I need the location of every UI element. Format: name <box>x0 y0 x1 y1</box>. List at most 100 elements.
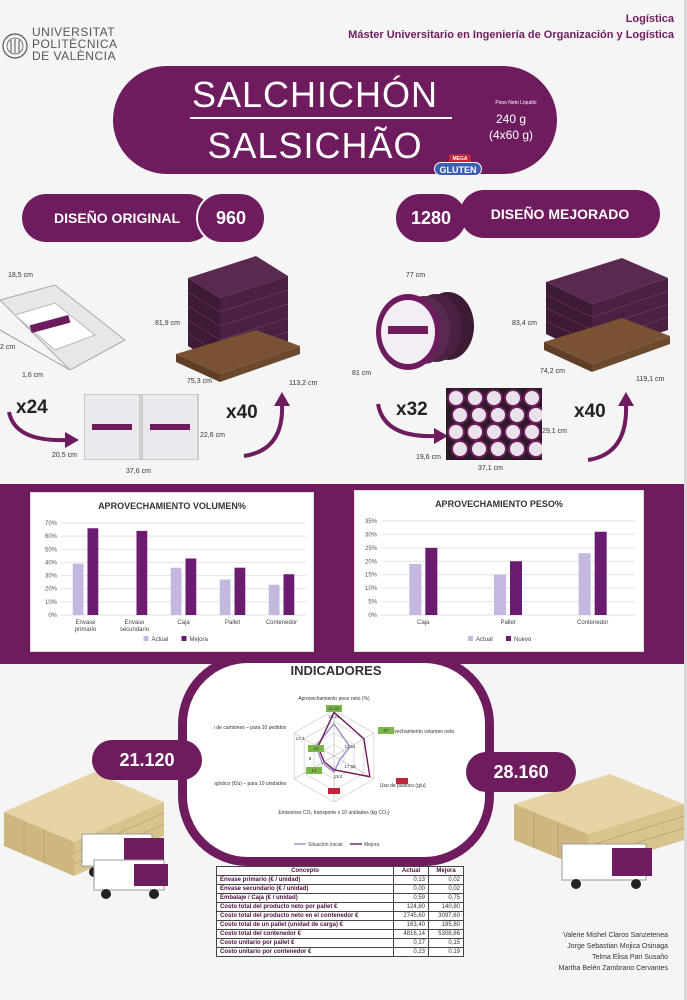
weight-chart-title: APROVECHAMIENTO PESO% <box>435 499 563 509</box>
original-pallet-depth: 113,2 cm <box>289 380 318 387</box>
package-disc <box>485 389 503 407</box>
y-tick-label: 0% <box>368 613 377 619</box>
y-tick-label: 50% <box>45 547 58 553</box>
gluten-badge: GLUTEN <box>434 162 482 176</box>
package-disc <box>508 440 526 458</box>
table-cell-concept: Costo total del contenedor € <box>215 929 395 939</box>
radar-chart: Aprovechamiento peso neto (%) Aprovechami… <box>214 696 454 848</box>
value-highlight <box>308 745 324 752</box>
table-row: Embalaje / Caja (€ / unidad) 0,59 0,75 <box>215 893 464 903</box>
original-pack-height: 2 cm <box>0 344 16 351</box>
radar-value-label: 27 <box>383 728 389 733</box>
table-cell-improved: 0,15 <box>428 938 464 948</box>
value-highlight <box>306 767 322 774</box>
table-cell-concept: Costo total de un pallet (unidad de carg… <box>215 920 395 930</box>
right-trucks-image <box>514 774 684 894</box>
table-cell-improved: 0,75 <box>428 893 464 903</box>
package-disc <box>527 440 545 458</box>
radar-axis-label: Costo logístico (€/u) – para 10 unidades <box>214 781 287 787</box>
university-line-3: DE VALÈNCIA <box>32 49 116 63</box>
original-units-pill: 960 <box>196 192 266 244</box>
improved-design-pill: DISEÑO MEJORADO <box>460 190 660 238</box>
value-highlight <box>378 727 394 734</box>
table-row: Costo unitario por contenedor €0,23 0,19 <box>215 947 464 957</box>
weight-chart-panel: APROVECHAMIENTO PESO% 0% 5% 10% 15% 20% 25% 30… <box>354 490 644 652</box>
university-line-2: POLITÈCNICA <box>32 37 118 51</box>
product-banner <box>113 66 557 174</box>
radar-axis-label: Emisiones CO₂ transporte x 10 unidades (… <box>278 810 389 816</box>
author-3: Telma Elisa Pari Susaño <box>592 954 668 961</box>
legend-label: Actual <box>476 637 493 643</box>
bar-actual <box>494 574 506 615</box>
table-cell-actual: 0,13 <box>393 875 430 885</box>
legend-swatch <box>506 636 511 641</box>
original-pallet-image <box>176 256 306 384</box>
table-row: Costo unitario por pallet €0,17 0,15 <box>215 938 464 948</box>
author-2: Jorge Sebastian Mojica Osinaga <box>567 943 668 950</box>
table-cell-actual: 0,59 <box>393 893 430 903</box>
bar-mejora <box>136 530 148 615</box>
package-disc <box>451 440 469 458</box>
bar-actual <box>170 567 182 615</box>
left-truck-value: 21.120 <box>92 740 202 780</box>
x-tick-label: Pallet <box>225 620 240 626</box>
package-disc <box>470 406 488 424</box>
product-name-es: SALCHICHÓN <box>191 74 439 115</box>
radar-value-label: 23,21 <box>328 714 340 719</box>
table-cell-improved: 140,80 <box>428 902 464 912</box>
bar-nuevo <box>510 561 522 615</box>
original-box-depth: 22,6 cm <box>200 432 225 439</box>
y-tick-label: 5% <box>368 600 377 606</box>
bar-mejora <box>185 558 197 615</box>
radar-value-label: 13 <box>311 768 317 773</box>
university-logo <box>2 26 28 66</box>
y-tick-label: 40% <box>45 560 58 566</box>
x-tick-label: secundario <box>120 627 150 633</box>
cost-table: Concepto Actual Mejora Envase primario (… <box>215 866 464 957</box>
legend-label: Nuevo <box>514 637 532 643</box>
radar-value-label: 13,4 <box>334 774 343 779</box>
table-row: Costo total de un pallet (unidad de carg… <box>215 920 464 930</box>
university-line-1: UNIVERSITAT <box>32 25 116 39</box>
x-tick-label: Envase <box>75 620 96 626</box>
package-disc <box>527 406 545 424</box>
radar-value-label: 31,03 <box>328 706 340 711</box>
original-package-image <box>0 284 130 375</box>
original-pallet-height: 81,9 cm <box>155 320 180 327</box>
radar-value-label: 13,3 <box>296 736 305 741</box>
improved-pack-height: 81 cm <box>352 370 372 377</box>
improved-arrow-2-icon <box>584 390 639 464</box>
author-4: Martha Belén Zambrano Cervantes <box>558 965 668 972</box>
table-cell-concept: Costo total del producto neto en el cont… <box>215 911 395 921</box>
authors-list: Valerie Mishel Claros Sanzetenea Jorge S… <box>559 930 668 974</box>
y-tick-label: 70% <box>45 521 58 527</box>
improved-pallet-depth: 119,1 cm <box>636 376 665 383</box>
table-cell-concept: Envase secundario (€ / unidad) <box>215 884 395 894</box>
improved-pack-width: 77 cm <box>406 272 426 279</box>
right-truck-value: 28.160 <box>466 752 576 792</box>
package-disc <box>451 406 469 424</box>
value-highlight-red <box>328 788 340 794</box>
x-tick-label: Pallet <box>500 620 515 626</box>
table-header-improved: Mejora <box>428 866 464 876</box>
legend-label: Situación inicial <box>308 842 342 848</box>
left-trucks-image <box>4 772 174 902</box>
table-header-actual: Actual <box>393 866 430 876</box>
weight-value: 240 g <box>495 112 527 126</box>
product-name-divider <box>190 117 452 119</box>
legend-label: Mejora <box>364 842 380 848</box>
table-cell-concept: Costo unitario por contenedor € <box>215 947 395 957</box>
radar-axis-label: Uso de plástico (g/u) <box>380 783 426 789</box>
university-name: UNIVERSITAT POLITÈCNICA DE VALÈNCIA <box>32 26 118 62</box>
program-title: Máster Universitario en Ingeniería de Or… <box>348 29 674 41</box>
volume-chart-panel: APROVECHAMIENTO VOLUMEN% 0% 10% 20% 30% 40% 5… <box>30 492 314 652</box>
improved-arrow-1-icon <box>374 400 449 446</box>
table-cell-actual: 0,00 <box>393 884 430 894</box>
package-disc <box>447 423 465 441</box>
radar-axis-label: Número de camiones – para 10 pedidos <box>214 725 287 731</box>
improved-pallet-height: 83,4 cm <box>512 320 537 327</box>
table-cell-improved: 0,19 <box>428 947 464 957</box>
bar-mejora <box>234 567 246 615</box>
table-cell-actual: 163,40 <box>393 920 430 930</box>
bar-actual <box>409 563 422 615</box>
